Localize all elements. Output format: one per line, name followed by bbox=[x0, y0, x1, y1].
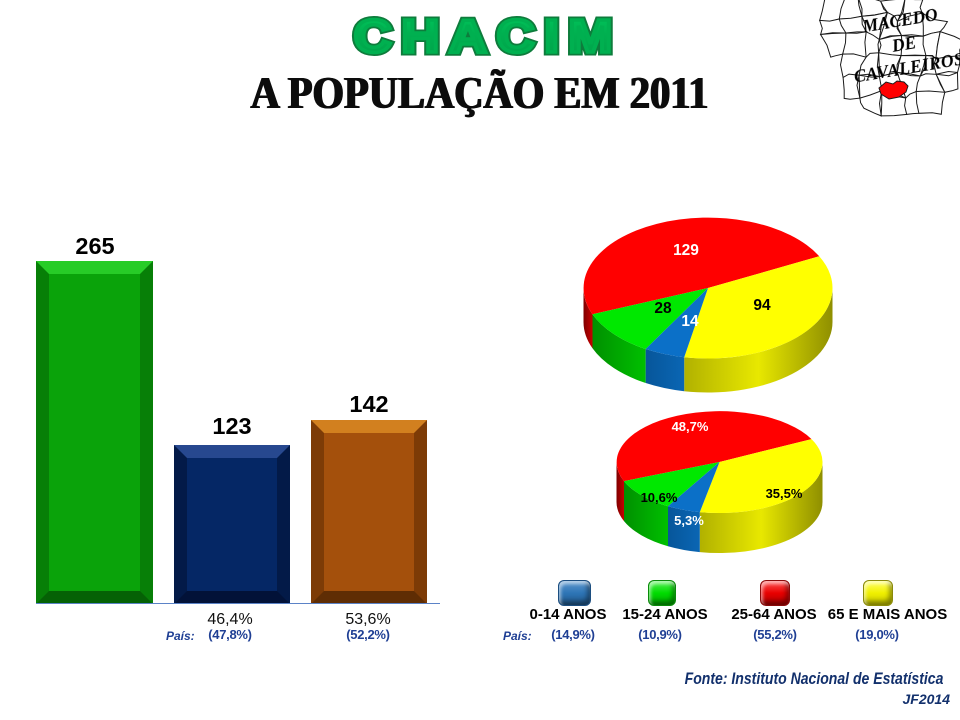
svg-text:DE: DE bbox=[889, 32, 917, 56]
svg-text:CHACIM: CHACIM bbox=[354, 11, 622, 62]
svg-text:CHACIM: CHACIM bbox=[354, 11, 622, 62]
